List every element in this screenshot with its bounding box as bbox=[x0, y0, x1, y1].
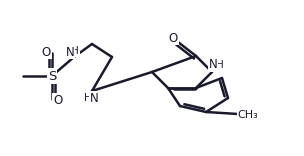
Text: CH₃: CH₃ bbox=[238, 110, 258, 120]
Text: H: H bbox=[71, 46, 79, 56]
Text: S: S bbox=[48, 70, 56, 83]
Text: N: N bbox=[90, 92, 98, 105]
Text: N: N bbox=[66, 46, 74, 58]
Text: H: H bbox=[84, 93, 92, 103]
Text: O: O bbox=[54, 93, 63, 107]
Text: H: H bbox=[216, 60, 224, 70]
Text: O: O bbox=[41, 46, 51, 58]
Text: N: N bbox=[209, 58, 217, 71]
Text: O: O bbox=[168, 32, 178, 44]
